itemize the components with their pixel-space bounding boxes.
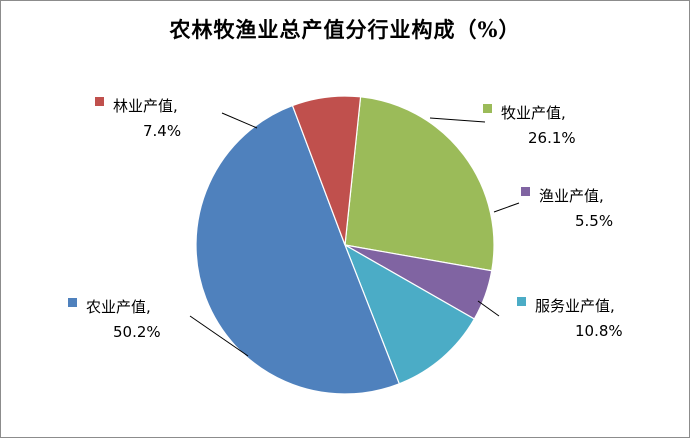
slice-services [343,243,476,385]
label-agriculture-leader-line [189,315,249,357]
label-forestry-leader-line [221,112,258,129]
slice-agriculture [195,104,401,395]
label-services-leader-line [477,300,500,317]
label-agriculture-name: 农业产值, [86,298,151,316]
label-agriculture-value: 50.2% [113,323,161,341]
label-forestry-value: 7.4% [143,122,181,140]
label-services-swatch [517,297,526,306]
slice-forestry [291,95,362,246]
slice-animal-husbandry [344,96,495,272]
chart-title: 农林牧渔业总产值分行业构成（%） [169,17,521,42]
label-forestry-name: 林业产值, [113,97,178,115]
label-fishery-swatch [521,187,530,196]
label-agriculture-swatch [68,298,77,307]
label-animal-husbandry-leader-line [429,117,486,123]
label-animal-husbandry-name: 牧业产值, [501,104,566,122]
label-fishery-name: 渔业产值, [539,187,604,205]
label-animal-husbandry-swatch [483,104,492,113]
label-fishery-value: 5.5% [575,212,613,230]
label-animal-husbandry-value: 26.1% [528,129,576,147]
label-fishery-leader-line [493,202,520,213]
label-forestry-swatch [95,97,104,106]
label-services-name: 服务业产值, [535,297,615,315]
label-services-value: 10.8% [575,322,623,340]
